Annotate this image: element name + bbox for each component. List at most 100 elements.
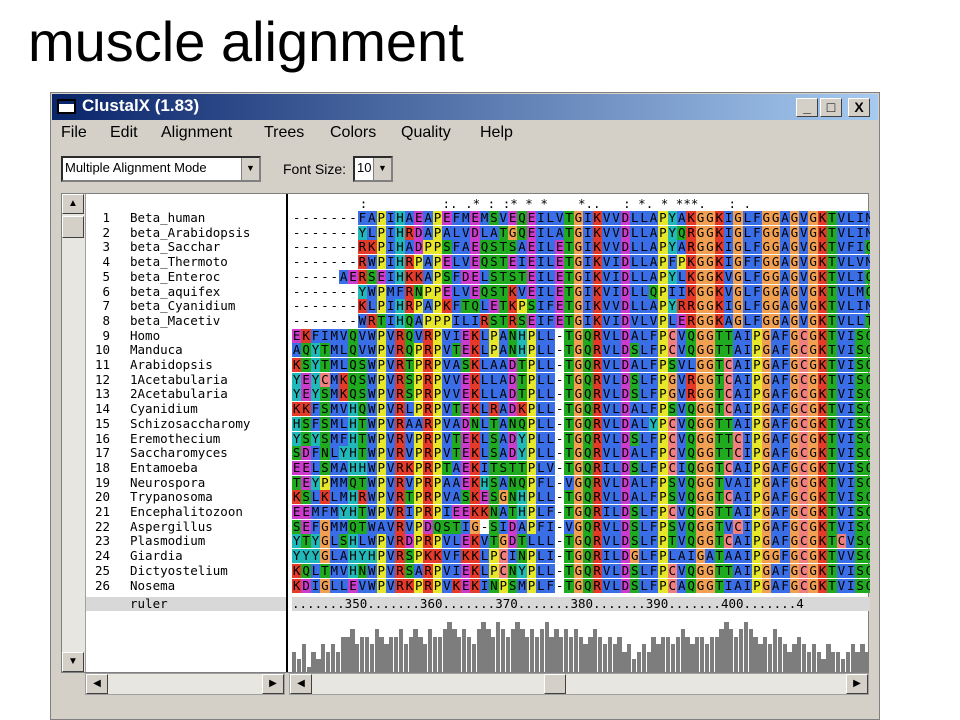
sequence-name-row[interactable]: 10 Manduca [86, 343, 286, 357]
sequence-name-row[interactable]: 3 beta_Sacchar [86, 240, 286, 254]
sequence-name: Manduca [130, 342, 183, 358]
sequence-name-row[interactable]: 18 Entamoeba [86, 460, 286, 475]
scroll-left-icon[interactable]: ◀ [290, 674, 312, 694]
sequence-name-row[interactable]: 25 Dictyostelium [86, 563, 286, 578]
residue-cell: G [789, 504, 800, 519]
sequence-name-row[interactable]: 6 beta_aquifex [86, 284, 286, 299]
scroll-up-icon[interactable]: ▲ [62, 194, 84, 214]
maximize-button[interactable]: □ [820, 98, 842, 117]
residue-cell: E [292, 504, 302, 519]
sequence-name-row[interactable]: 5 beta_Enteroc [86, 269, 286, 284]
minimize-button[interactable]: _ [796, 98, 818, 117]
sequence-horizontal-scrollbar[interactable]: ◀ ▶ [289, 673, 869, 695]
residue-cell: I [846, 504, 856, 519]
residue-cell: R [423, 327, 433, 343]
sequence-name-row[interactable]: 9 Homo [86, 328, 286, 343]
sequence-name-row[interactable]: 8 beta_Macetiv [86, 313, 286, 328]
residue-cell: L [667, 548, 678, 564]
scroll-right-icon[interactable]: ▶ [846, 674, 868, 694]
menu-alignment[interactable]: Alignment [161, 124, 233, 141]
menu-edit[interactable]: Edit [110, 124, 138, 141]
sequence-name-row[interactable]: 21 Encephalitozoon [86, 505, 286, 519]
scroll-down-icon[interactable]: ▼ [62, 652, 84, 672]
scroll-thumb[interactable] [62, 216, 84, 238]
font-size-select[interactable]: 10 ▼ [353, 156, 393, 182]
title-bar[interactable]: ClustalX (1.83) _ □ X [52, 94, 878, 120]
vertical-scrollbar[interactable]: ▲ ▼ [62, 194, 86, 672]
sequence-name-row[interactable]: 4 beta_Thermoto [86, 255, 286, 269]
quality-bar [646, 651, 651, 672]
sequence-name-row[interactable]: 22 Aspergillus [86, 519, 286, 534]
sequence-name: beta_Arabidopsis [130, 224, 251, 240]
residue-cell: F [780, 577, 790, 593]
names-horizontal-scrollbar[interactable]: ◀ ▶ [85, 673, 285, 695]
menu-help[interactable]: Help [480, 124, 513, 141]
scroll-right-icon[interactable]: ▶ [262, 674, 284, 694]
sequence-name-row[interactable]: 11 Arabidopsis [86, 358, 286, 372]
scroll-left-icon[interactable]: ◀ [86, 674, 108, 694]
sequence-name-row[interactable]: 2 beta_Arabidopsis [86, 224, 286, 240]
sequence-name-row[interactable]: 17 Saccharomyces [86, 446, 286, 460]
sequence-name-row[interactable]: 1 Beta_human [86, 211, 286, 225]
sequence-name-row[interactable]: 13 2Acetabularia [86, 387, 286, 401]
residue-cell: M [338, 474, 349, 490]
menu-colors[interactable]: Colors [330, 124, 377, 141]
residue-cell: R [395, 386, 405, 402]
residue-cell: L [536, 430, 546, 446]
mode-select[interactable]: Multiple Alignment Mode ▼ [61, 156, 261, 182]
sequence-name-row[interactable]: 20 Trypanosoma [86, 490, 286, 504]
quality-bar [714, 636, 719, 672]
scroll-thumb[interactable] [544, 674, 566, 694]
sequence-name-row[interactable]: 16 Eremothecium [86, 431, 286, 446]
sequence-name-row[interactable]: 7 beta_Cyanidium [86, 299, 286, 313]
menu-trees[interactable]: Trees [264, 124, 305, 141]
chevron-down-icon[interactable]: ▼ [373, 158, 391, 180]
sequence-name-row[interactable]: 23 Plasmodium [86, 534, 286, 548]
residue-cell: F [780, 562, 790, 578]
residue-cell: G [789, 474, 800, 490]
residue-cell: G [808, 268, 818, 284]
chevron-down-icon[interactable]: ▼ [241, 158, 259, 180]
residue-cell: P [432, 533, 443, 549]
sequence-name-row[interactable]: 19 Neurospora [86, 475, 286, 490]
residue-cell: L [639, 518, 649, 534]
menu-file[interactable]: File [61, 124, 87, 141]
sequence-name-row[interactable]: 12 1Acetabularia [86, 372, 286, 387]
quality-bar [797, 636, 802, 672]
sequence-name-row[interactable]: 24 Giardia [86, 549, 286, 563]
sequence-name-row[interactable]: 14 Cyanidium [86, 402, 286, 416]
sequence-name-row[interactable]: 26 Nosema [86, 578, 286, 593]
sequence-name-row[interactable]: 15 Schizosaccharomy [86, 416, 286, 431]
pane-divider[interactable] [286, 194, 288, 672]
close-button[interactable]: X [848, 98, 870, 117]
menu-quality[interactable]: Quality [401, 124, 451, 141]
quality-bar [350, 629, 355, 672]
residue-cell: W [367, 371, 377, 387]
